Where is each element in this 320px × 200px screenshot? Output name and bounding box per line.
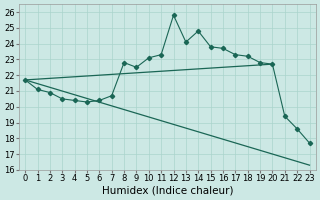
X-axis label: Humidex (Indice chaleur): Humidex (Indice chaleur)	[101, 186, 233, 196]
